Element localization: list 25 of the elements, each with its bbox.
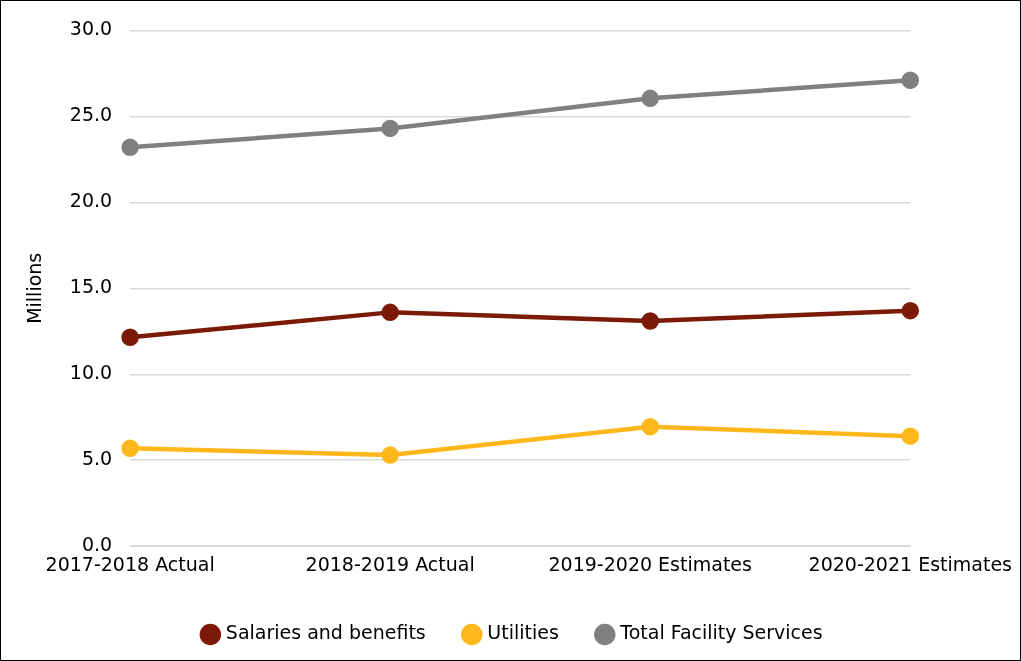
- legend-label: Total Facility Services: [619, 621, 823, 644]
- y-tick-label: 5.0: [81, 447, 113, 470]
- point: [381, 119, 399, 138]
- point: [641, 312, 659, 330]
- point: [901, 71, 920, 90]
- point: [381, 446, 399, 464]
- y-tick-label: 20.0: [69, 189, 113, 212]
- point: [121, 328, 139, 347]
- point: [121, 439, 139, 457]
- y-tick-label: 25.0: [69, 103, 113, 126]
- x-tick-label: 2020-2021 Estimates: [808, 552, 1013, 575]
- point: [381, 303, 399, 322]
- point: [901, 427, 920, 445]
- point: [641, 89, 659, 108]
- legend-label: Utilities: [487, 621, 559, 644]
- y-axis-title: Millions: [23, 252, 46, 324]
- y-tick-label: 10.0: [69, 361, 113, 384]
- y-tick-label: 30.0: [69, 17, 113, 40]
- legend-label: Salaries and benefits: [225, 621, 426, 644]
- x-tick-label: 2018-2019 Actual: [305, 552, 475, 575]
- x-tick-label: 2019-2020 Estimates: [548, 552, 752, 575]
- y-tick-label: 15.0: [69, 275, 113, 298]
- point: [901, 301, 920, 320]
- point: [641, 417, 659, 436]
- point: [121, 138, 139, 157]
